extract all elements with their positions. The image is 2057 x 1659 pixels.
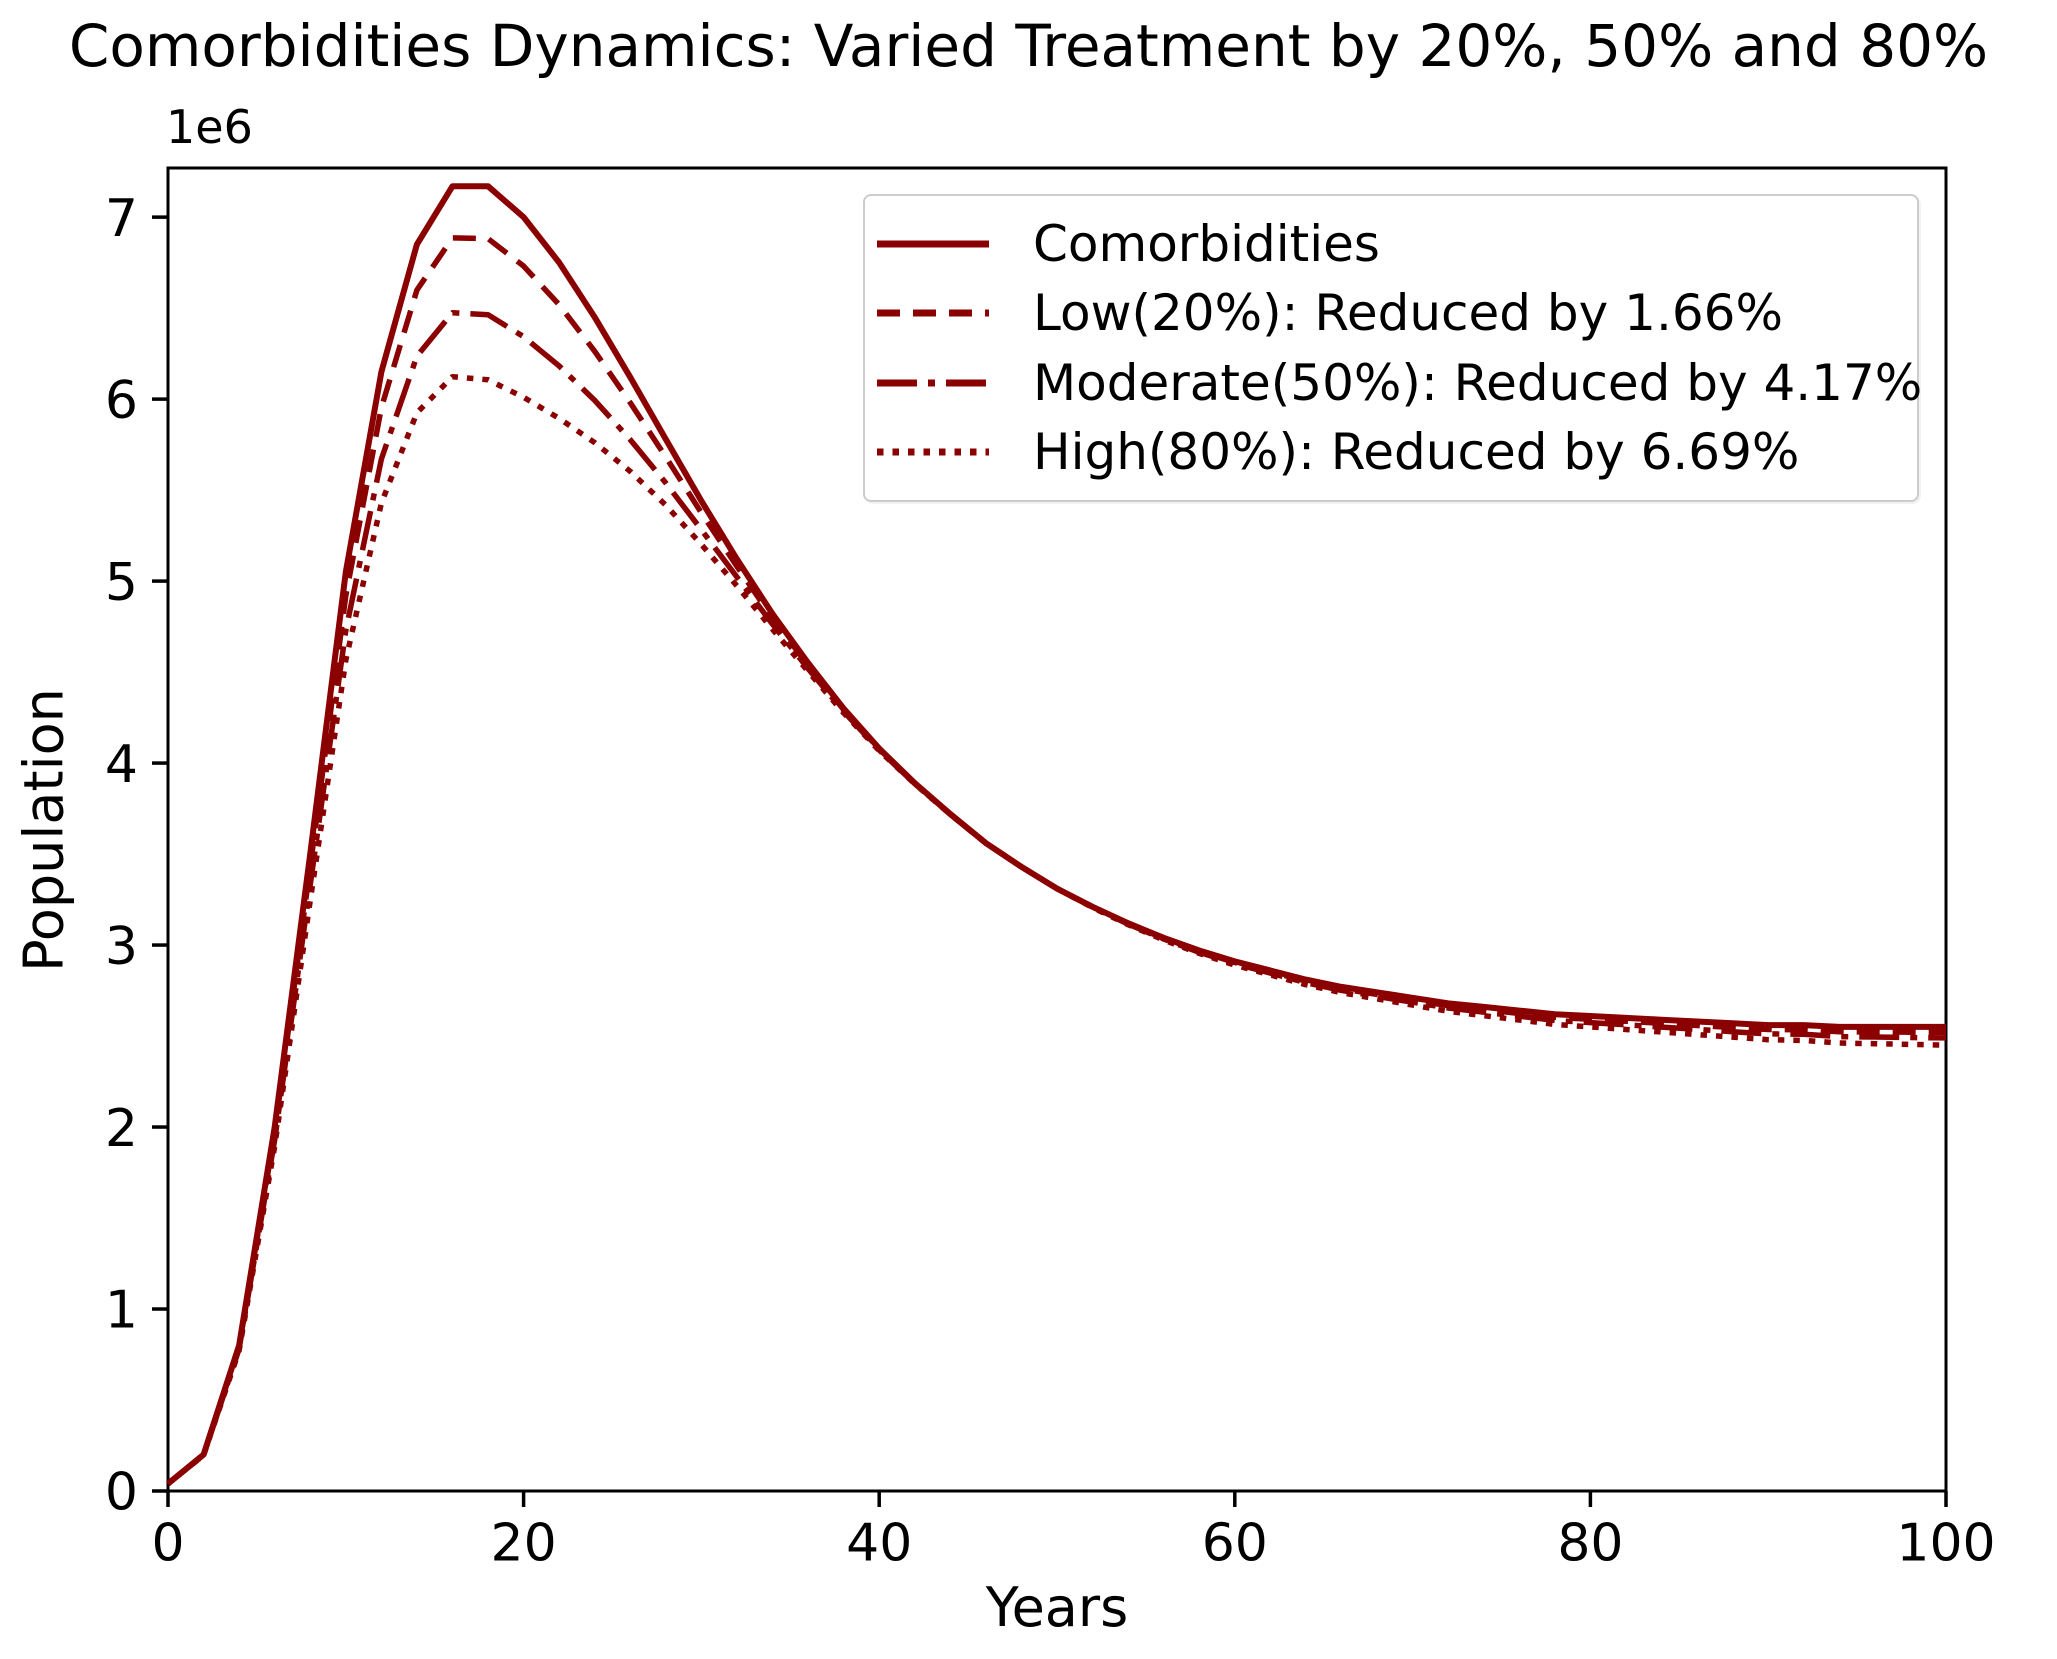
legend-line-sample-solid bbox=[877, 240, 989, 248]
legend-line-sample-dotted bbox=[877, 448, 989, 456]
x-tick-label: 0 bbox=[151, 1514, 184, 1574]
axes-frame bbox=[166, 166, 1948, 1493]
legend: Comorbidities Low(20%): Reduced by 1.66% M… bbox=[863, 194, 1922, 502]
x-tick-label: 100 bbox=[1896, 1514, 1995, 1574]
legend-label-moderate-50: Moderate(50%): Reduced by 4.17% bbox=[1033, 353, 1923, 412]
legend-label-low-20: Low(20%): Reduced by 1.66% bbox=[1033, 284, 1783, 343]
legend-label-comorbidities: Comorbidities bbox=[1033, 215, 1380, 274]
legend-item-moderate-50: Moderate(50%): Reduced by 4.17% bbox=[877, 354, 1922, 412]
y-tick-label: 1 bbox=[105, 1281, 138, 1341]
legend-line-sample-dashdot bbox=[877, 379, 989, 387]
series-line-comorbidities bbox=[166, 183, 1946, 1487]
y-tick-label: 5 bbox=[105, 553, 138, 613]
y-tick-label: 2 bbox=[105, 1099, 138, 1159]
legend-item-low-20: Low(20%): Reduced by 1.66% bbox=[877, 284, 1907, 342]
x-tick-label: 20 bbox=[491, 1514, 557, 1574]
y-axis-label: Population bbox=[12, 688, 76, 972]
legend-item-high-80: High(80%): Reduced by 6.69% bbox=[877, 423, 1907, 481]
series-line-high-80 bbox=[166, 373, 1947, 1486]
x-axis-label: Years bbox=[985, 1576, 1129, 1639]
legend-item-comorbidities: Comorbidities bbox=[877, 215, 1907, 273]
x-tick-label: 40 bbox=[846, 1514, 912, 1574]
chart-title: Comorbidities Dynamics: Varied Treatment… bbox=[68, 12, 1989, 80]
y-tick-label: 3 bbox=[105, 917, 138, 977]
y-tick-label: 7 bbox=[105, 189, 138, 249]
legend-line-sample-dashed bbox=[877, 309, 989, 317]
y-tick-label: 0 bbox=[105, 1463, 138, 1523]
x-tick-label: 60 bbox=[1202, 1514, 1268, 1574]
y-axis-offset-label: 1e6 bbox=[166, 100, 253, 154]
y-tick-label: 4 bbox=[105, 735, 138, 795]
legend-label-high-80: High(80%): Reduced by 6.69% bbox=[1033, 422, 1800, 481]
x-tick-label: 80 bbox=[1557, 1514, 1623, 1574]
y-tick-label: 6 bbox=[105, 371, 138, 431]
